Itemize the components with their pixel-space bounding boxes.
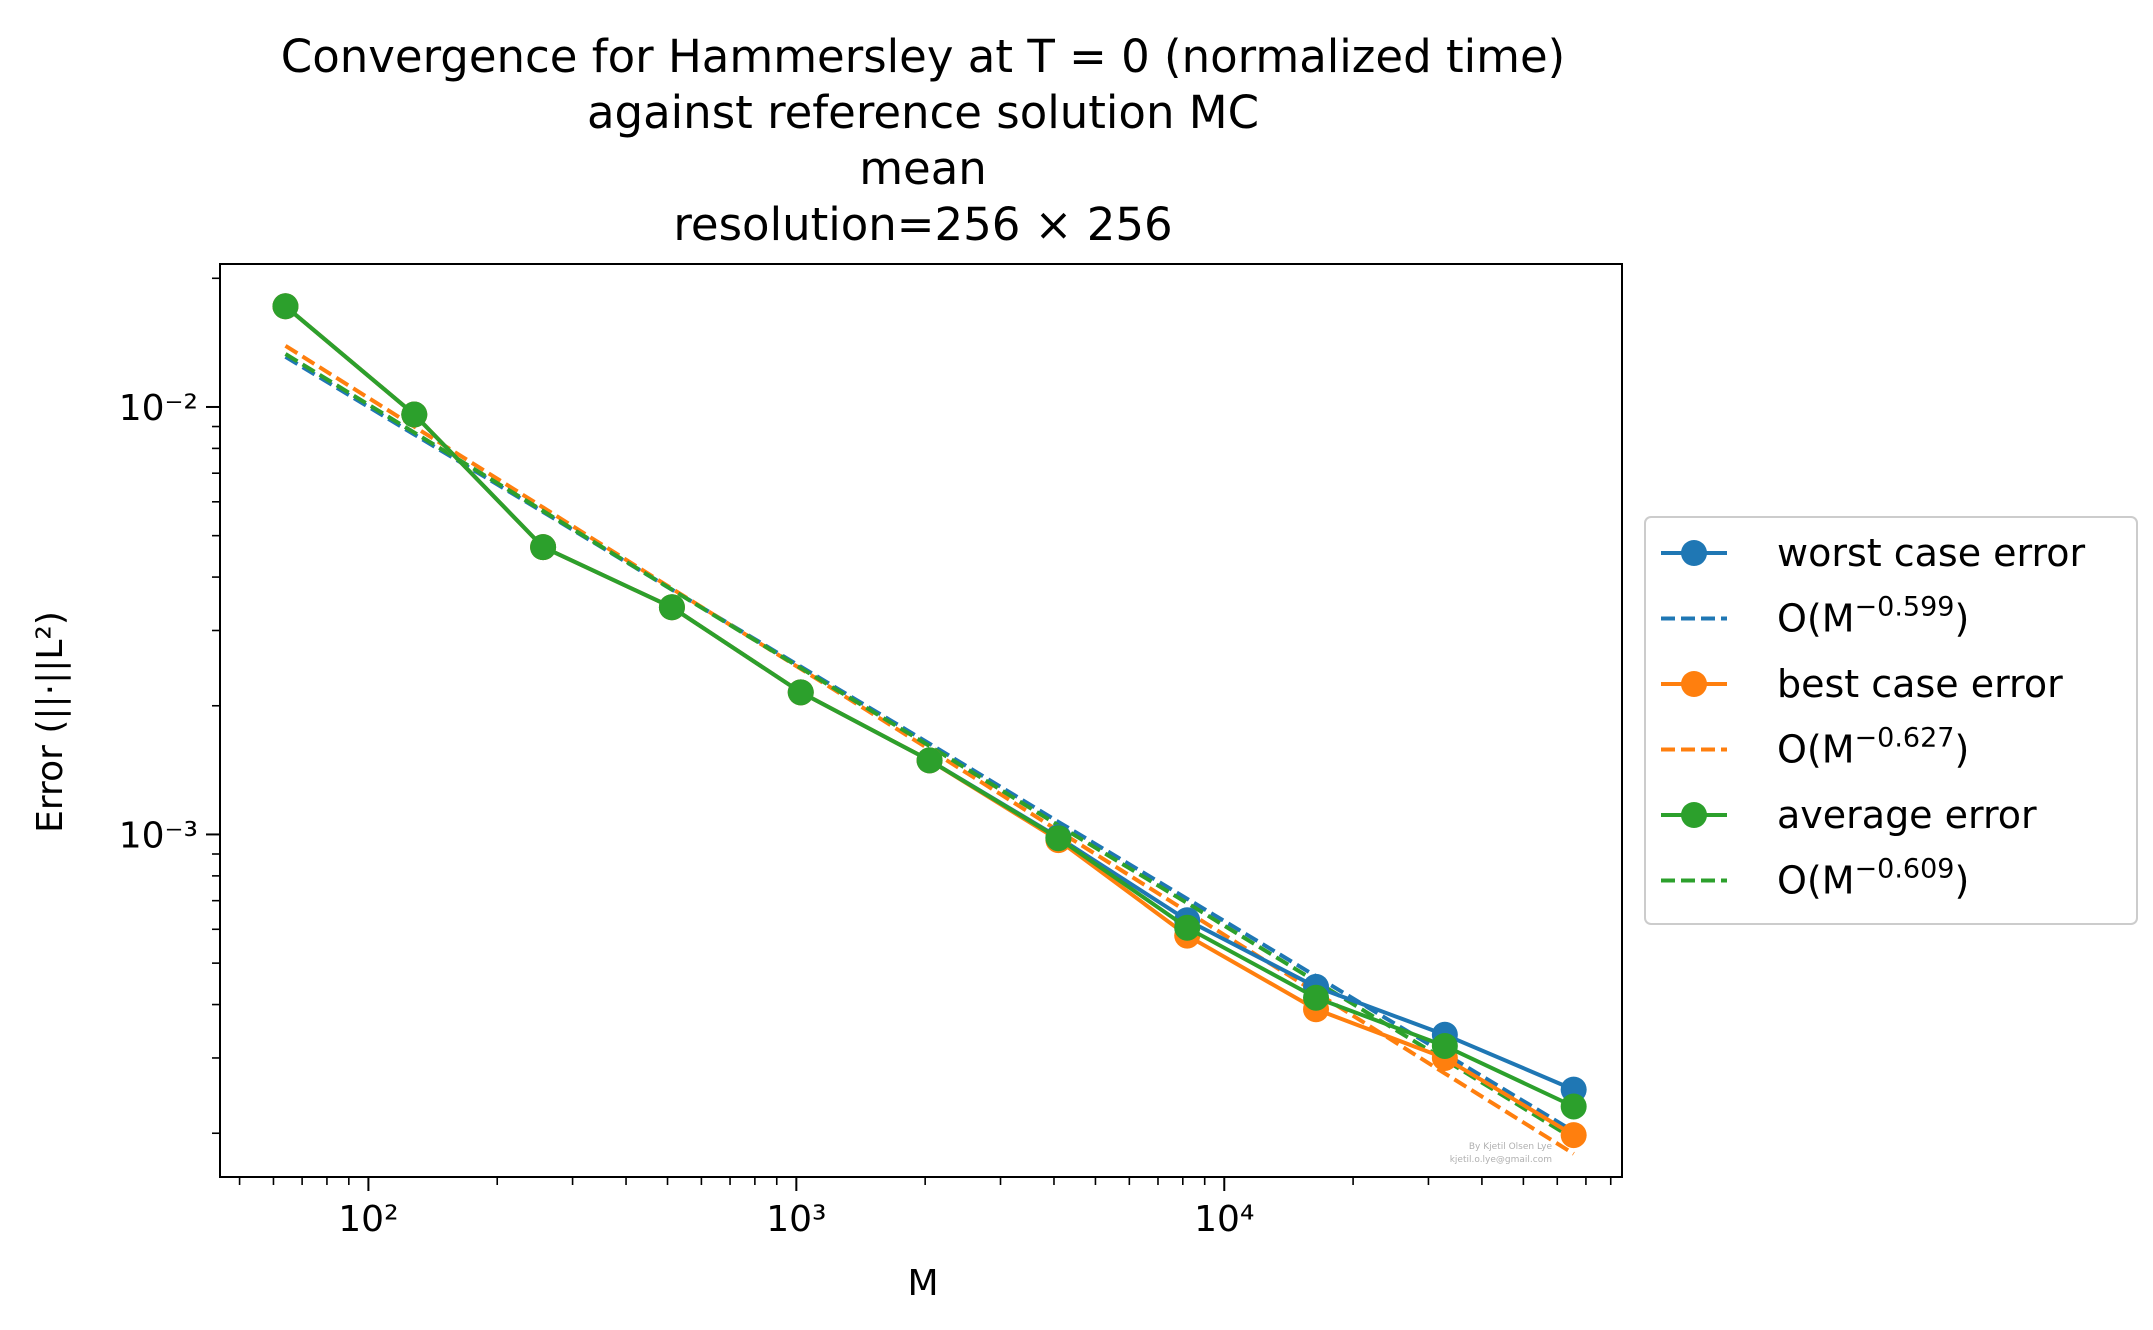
- series-line-average-error: [284, 304, 1575, 1109]
- data-point-best-case-error: [1560, 1122, 1587, 1149]
- legend-label: O(M−0.609): [1777, 854, 1969, 903]
- watermark: By Kjetil Olsen Lye kjetil.o.lye@gmail.c…: [1450, 1142, 1553, 1165]
- data-point-average-error: [658, 594, 685, 621]
- data-point-average-error: [787, 679, 814, 706]
- data-point-average-error: [272, 293, 299, 320]
- legend-swatch-marker: [1681, 671, 1707, 697]
- data-point-average-error: [530, 534, 557, 561]
- legend-label: O(M−0.627): [1777, 723, 1969, 772]
- data-point-average-error: [1431, 1032, 1458, 1059]
- title-line-2: against reference solution MC: [587, 86, 1259, 139]
- x-axis-label: M: [907, 1263, 938, 1304]
- legend-label: best case error: [1777, 662, 2063, 706]
- legend-label: average error: [1777, 793, 2037, 837]
- title-line-4: resolution=256 × 256: [673, 198, 1172, 251]
- data-point-average-error: [1174, 914, 1201, 941]
- plot-frame: [219, 263, 1623, 1178]
- axes: 10² 10³ 10⁴ 10⁻³ 10⁻²: [119, 263, 1623, 1240]
- watermark-line-1: By Kjetil Olsen Lye: [1469, 1142, 1553, 1152]
- y-tick-label: 10⁻³: [119, 815, 198, 856]
- data-point-average-error: [916, 747, 943, 774]
- legend-box: [1644, 516, 2138, 925]
- x-tick-label: 10²: [338, 1199, 398, 1240]
- plot-area: [272, 293, 1587, 1156]
- title-line-3: mean: [859, 142, 987, 195]
- data-point-average-error: [1303, 984, 1330, 1011]
- data-point-average-error: [1045, 825, 1072, 852]
- x-tick-label: 10⁴: [1194, 1199, 1254, 1240]
- y-axis-label: Error (||·||L²): [30, 611, 71, 833]
- series-line-o-m-0-609: [284, 352, 1575, 1141]
- legend-swatch-marker: [1681, 802, 1707, 828]
- data-point-average-error: [401, 401, 428, 428]
- x-tick-label: 10³: [766, 1199, 826, 1240]
- legend: worst case error O(M−0.599) best case erro…: [1644, 516, 2138, 925]
- title-line-1: Convergence for Hammersley at T = 0 (nor…: [281, 30, 1565, 83]
- data-point-average-error: [1560, 1093, 1587, 1120]
- watermark-line-2: kjetil.o.lye@gmail.com: [1450, 1155, 1552, 1165]
- series-line-worst-case-error: [284, 304, 1575, 1092]
- y-tick-label: 10⁻²: [119, 388, 198, 429]
- chart-title: Convergence for Hammersley at T = 0 (nor…: [281, 30, 1565, 251]
- legend-label: worst case error: [1777, 531, 2086, 575]
- legend-swatch-marker: [1681, 540, 1707, 566]
- legend-label: O(M−0.599): [1777, 592, 1969, 641]
